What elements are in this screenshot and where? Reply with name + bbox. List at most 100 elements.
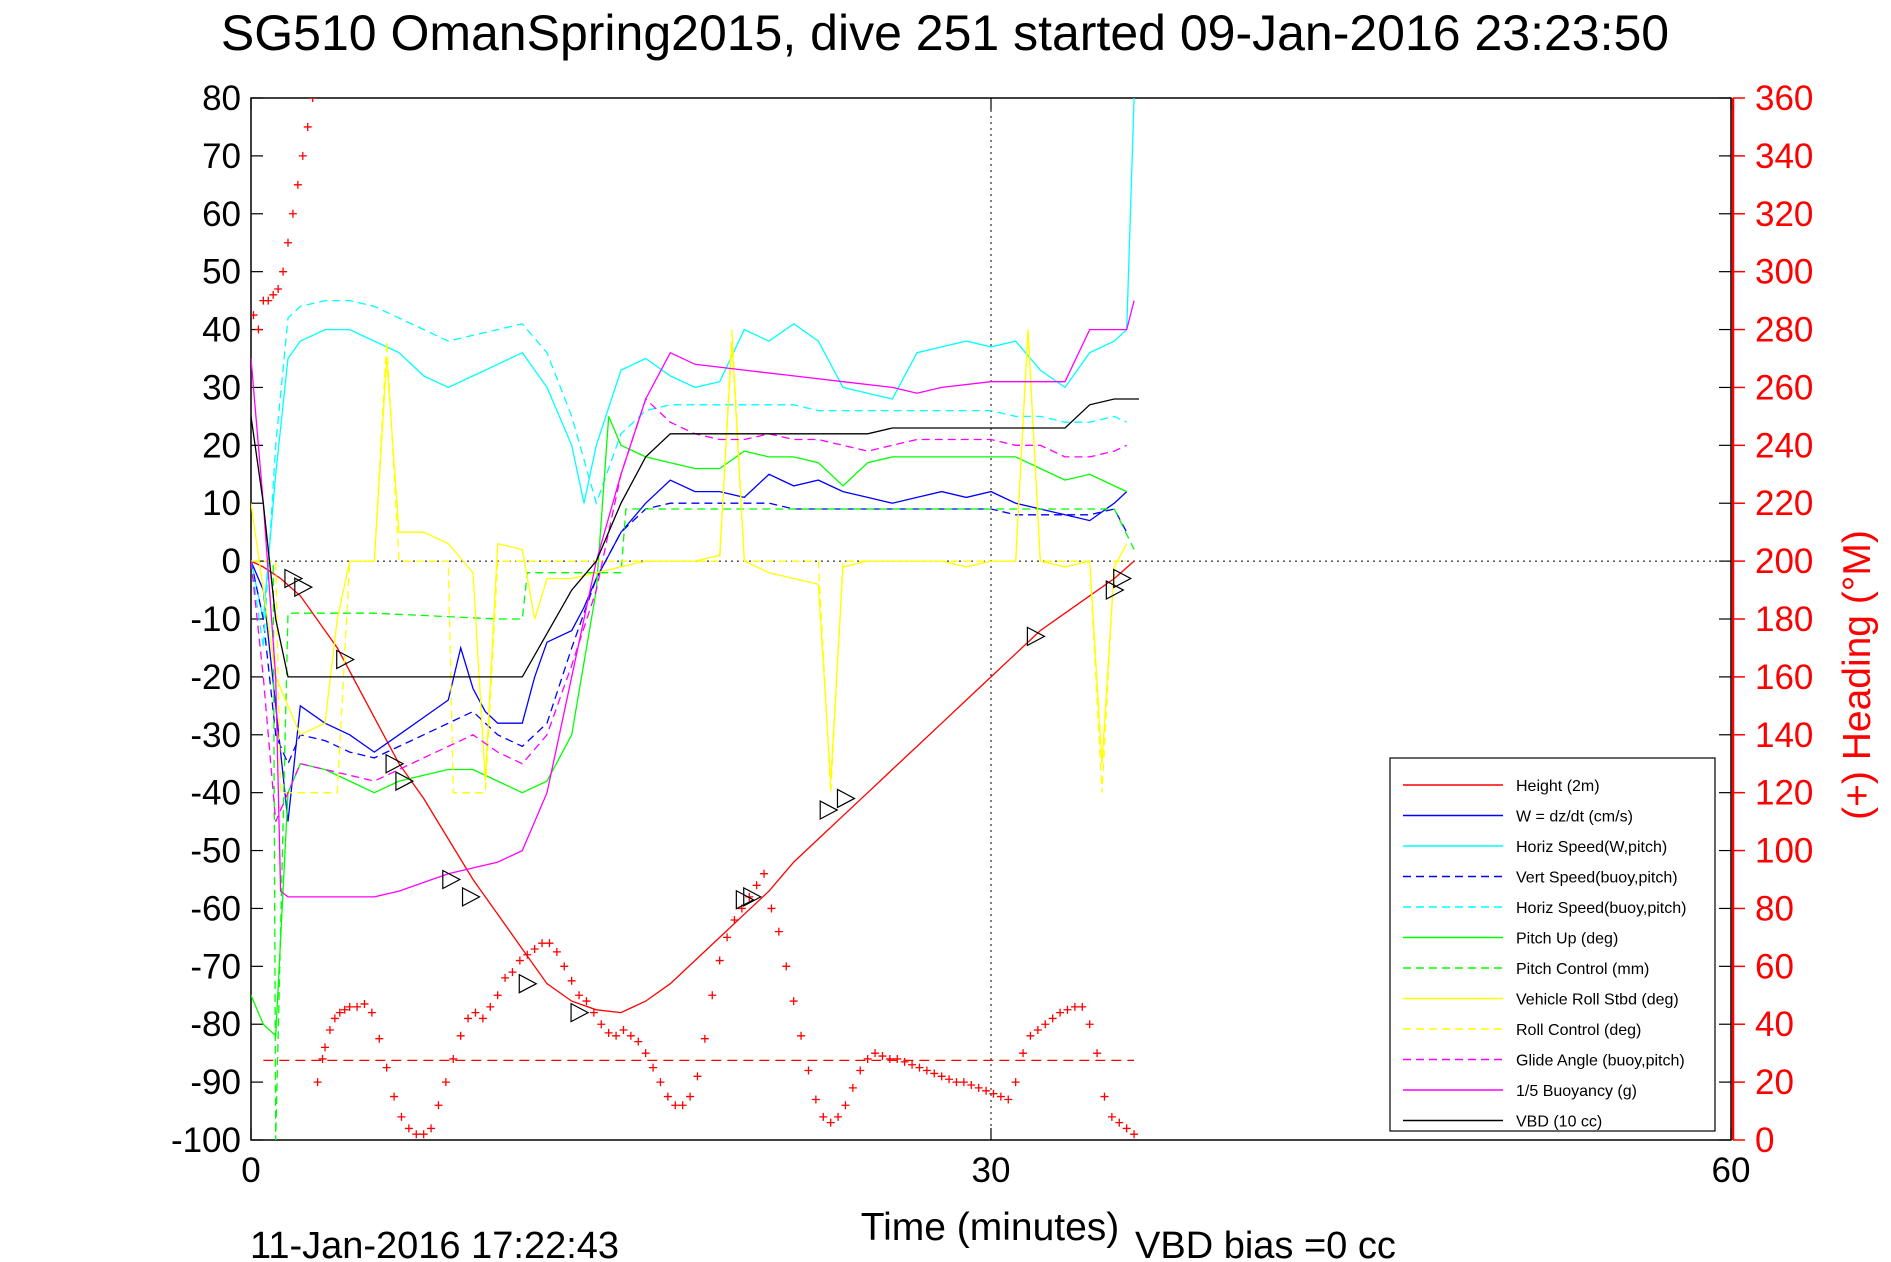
heading-point [863, 1054, 872, 1063]
heading-point [308, 98, 317, 102]
heading-point [604, 1028, 613, 1037]
y-tick-label: 50 [202, 253, 241, 292]
heading-point [1033, 1026, 1042, 1035]
heading-point [1056, 1008, 1065, 1017]
legend-label-6: Pitch Control (mm) [1516, 961, 1649, 978]
heading-point [330, 1014, 339, 1023]
heading-point [1048, 1014, 1057, 1023]
heading-point [834, 1112, 843, 1121]
heading-point [251, 311, 258, 320]
heading-point [841, 1101, 850, 1110]
heading-point [1063, 1005, 1072, 1014]
y2-tick-label: 260 [1755, 368, 1813, 407]
heading-point [1070, 1002, 1079, 1011]
heading-point [974, 1083, 983, 1092]
legend: Height (2m) W = dz/dt (cm/s) Horiz Speed(W… [1389, 757, 1716, 1132]
y-tick-label: 80 [202, 79, 241, 118]
heading-point [619, 1026, 628, 1035]
y-tick-label: -60 [190, 889, 241, 928]
heading-point [589, 1008, 598, 1017]
y-tick-label: -10 [190, 600, 241, 639]
heading-point [982, 1086, 991, 1095]
y-tick-label: 30 [202, 368, 241, 407]
series-line-3 [251, 502, 1128, 766]
heading-point [412, 1130, 421, 1139]
series-line-11 [251, 398, 1139, 678]
heading-point [325, 1026, 334, 1035]
y-tick-label: -20 [190, 658, 241, 697]
heading-point [811, 1095, 820, 1104]
heading-point [952, 1078, 961, 1087]
heading-point [478, 1014, 487, 1023]
chart-title: SG510 OmanSpring2015, dive 251 started 0… [221, 5, 1669, 61]
heading-point [449, 1054, 458, 1063]
y-tick-label: 40 [202, 311, 241, 350]
y2-tick-label: 20 [1755, 1063, 1794, 1102]
heading-point [508, 968, 517, 977]
triangle-marker [395, 771, 415, 792]
heading-point [715, 956, 724, 965]
heading-point [1078, 1002, 1087, 1011]
heading-point [922, 1066, 931, 1075]
y2-tick-label: 0 [1755, 1121, 1774, 1160]
legend-label-7: Vehicle Roll Stbd (deg) [1516, 992, 1679, 1009]
legend-label-4: Horiz Speed(buoy,pitch) [1516, 900, 1686, 917]
triangle-marker [385, 753, 405, 774]
heading-point [774, 927, 783, 936]
heading-point [989, 1089, 998, 1098]
y2-tick-label: 100 [1755, 832, 1813, 871]
legend-label-9: Glide Angle (buoy,pitch) [1516, 1053, 1685, 1070]
series-line-10 [251, 300, 1135, 898]
series-line-9 [251, 397, 1127, 822]
heading-point [885, 1054, 894, 1063]
heading-point [752, 881, 761, 890]
heading-point [560, 962, 569, 971]
heading-point [1107, 1112, 1116, 1121]
heading-point [708, 991, 717, 1000]
heading-point [254, 325, 263, 334]
heading-point [575, 991, 584, 1000]
heading-point [274, 285, 283, 294]
heading-point [404, 1124, 413, 1133]
series-layer [251, 98, 1139, 1140]
heading-point [597, 1020, 606, 1029]
triangle-marker [284, 568, 304, 589]
heading-point [848, 1083, 857, 1092]
y-tick-label: -90 [190, 1063, 241, 1102]
heading-point [760, 869, 769, 878]
legend-label-0: Height (2m) [1516, 778, 1600, 795]
heading-point [1026, 1031, 1035, 1040]
triangle-marker [1026, 626, 1046, 647]
heading-point [279, 267, 288, 276]
y-tick-label: -40 [190, 774, 241, 813]
legend-items: Height (2m) W = dz/dt (cm/s) Horiz Speed(W… [1403, 778, 1686, 1131]
heading-point [419, 1130, 428, 1139]
triangle-marker [336, 649, 356, 670]
heading-point [893, 1054, 902, 1063]
triangle-marker [570, 1002, 590, 1023]
heading-point [626, 1031, 635, 1040]
heading-point [375, 1034, 384, 1043]
right-y-axis: 3603403203002802602402202001801601401201… [1731, 79, 1813, 1160]
heading-point [663, 1092, 672, 1101]
y2-tick-label: 340 [1755, 137, 1813, 176]
legend-label-10: 1/5 Buoyancy (g) [1516, 1083, 1637, 1100]
y-tick-label: -70 [190, 947, 241, 986]
heading-point [515, 956, 524, 965]
y2-tick-label: 240 [1755, 426, 1813, 465]
heading-point [353, 1002, 362, 1011]
heading-point [288, 209, 297, 218]
heading-point [641, 1049, 650, 1058]
heading-point [318, 1054, 327, 1063]
x-tick-label: 60 [1712, 1151, 1751, 1190]
heading-point [1130, 1130, 1139, 1139]
heading-point [340, 1005, 349, 1014]
y2-tick-label: 300 [1755, 253, 1813, 292]
y2-tick-label: 40 [1755, 1005, 1794, 1044]
heading-point [612, 1031, 621, 1040]
y2-tick-label: 200 [1755, 542, 1813, 581]
y2-tick-label: 60 [1755, 947, 1794, 986]
marker-layer [284, 568, 1133, 1023]
triangle-marker [836, 788, 856, 809]
triangle-marker [819, 800, 839, 821]
